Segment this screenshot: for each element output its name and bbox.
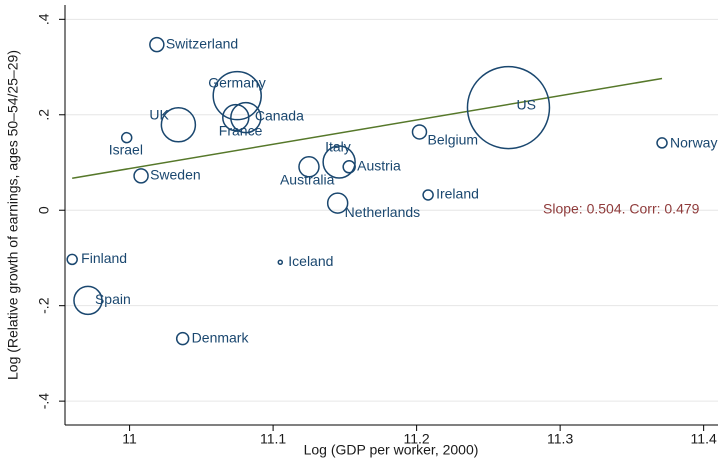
bubble [212, 70, 262, 121]
bubble [160, 107, 197, 143]
point-label: Australia [280, 171, 335, 187]
x-tick-label: 11.1 [260, 431, 286, 447]
point-label: Ireland [436, 186, 479, 202]
bubble [322, 145, 356, 179]
bubble [66, 253, 78, 266]
bubble [422, 189, 434, 201]
y-tick-label: 0 [36, 206, 52, 214]
bubble [133, 168, 149, 184]
point-label: Switzerland [166, 35, 238, 51]
point-label: Austria [357, 157, 401, 173]
bubble [277, 259, 284, 265]
point-label: Italy [325, 139, 351, 155]
y-tick-label: -.2 [36, 297, 52, 314]
bubble [120, 131, 133, 144]
point-label: Israel [109, 141, 143, 157]
fit-line [72, 77, 663, 179]
bubble [466, 65, 551, 150]
y-axis-title: Log (Relative growth of earnings, ages 5… [5, 50, 21, 380]
x-tick-label: 11.4 [691, 431, 717, 447]
point-label: Sweden [150, 167, 201, 183]
point-label: Belgium [427, 132, 478, 148]
point-label: Norway [670, 135, 717, 151]
bubble [298, 156, 320, 178]
annotation: Slope: 0.504. Corr: 0.479 [543, 201, 700, 217]
point-label: Denmark [192, 329, 250, 345]
y-tick-label: -.4 [36, 393, 52, 410]
bubble [411, 124, 428, 140]
bubble [342, 160, 356, 174]
bubble [149, 36, 165, 53]
point-label: France [219, 122, 263, 138]
point-label: UK [149, 106, 169, 122]
point-label: Iceland [288, 253, 333, 269]
point-label: Germany [208, 74, 266, 90]
bubble [175, 331, 190, 346]
x-axis-title: Log (GDP per worker, 2000) [304, 442, 479, 458]
x-tick-label: 11.3 [547, 431, 573, 447]
point-label: Canada [255, 107, 304, 123]
y-tick-label: .4 [36, 13, 52, 25]
y-tick-label: .2 [36, 109, 52, 121]
x-tick-label: 11.2 [404, 431, 430, 447]
bubble [222, 103, 250, 132]
x-tick-label: 11 [122, 431, 137, 447]
bubble [656, 137, 668, 149]
point-label: Netherlands [345, 204, 421, 220]
point-label: Finland [81, 250, 127, 266]
bubble [73, 285, 103, 316]
bubble [326, 192, 349, 214]
bubble [230, 101, 262, 134]
point-label: US [516, 96, 535, 112]
point-label: Spain [95, 291, 131, 307]
